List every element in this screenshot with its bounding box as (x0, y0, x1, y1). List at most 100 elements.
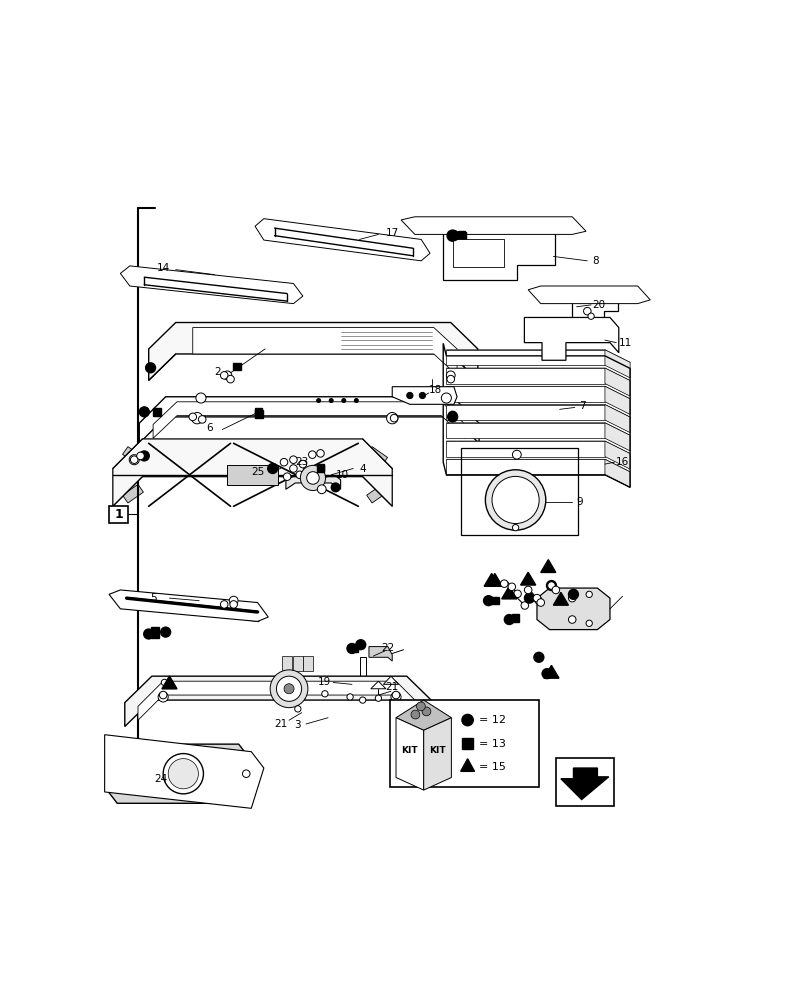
Polygon shape (125, 676, 433, 727)
Polygon shape (604, 368, 629, 396)
Polygon shape (536, 588, 609, 630)
Bar (293, 656, 303, 671)
Circle shape (545, 580, 556, 591)
Polygon shape (527, 286, 650, 304)
Circle shape (483, 595, 494, 606)
Bar (556, 758, 613, 806)
Circle shape (485, 470, 545, 530)
Text: 25: 25 (251, 467, 264, 477)
Polygon shape (371, 681, 385, 689)
Bar (278, 229, 292, 238)
Bar (272, 292, 287, 301)
Circle shape (139, 450, 150, 462)
Circle shape (345, 643, 357, 654)
Bar (254, 290, 268, 299)
Bar (122, 484, 144, 503)
Text: 5: 5 (149, 593, 157, 603)
Bar (233, 363, 240, 370)
Text: 17: 17 (385, 228, 398, 238)
Polygon shape (120, 266, 303, 304)
Text: = 13: = 13 (478, 739, 505, 749)
Bar (461, 448, 577, 535)
Polygon shape (368, 647, 392, 661)
Polygon shape (446, 350, 604, 365)
Text: = 15: = 15 (478, 762, 505, 772)
Polygon shape (604, 441, 629, 469)
Bar (395, 246, 408, 255)
Circle shape (586, 620, 592, 626)
Circle shape (533, 652, 544, 663)
Polygon shape (552, 592, 568, 605)
Circle shape (533, 594, 540, 602)
Text: 6: 6 (206, 423, 212, 433)
Bar (316, 464, 324, 471)
Circle shape (276, 676, 301, 701)
Text: 7: 7 (579, 401, 586, 411)
Circle shape (568, 594, 575, 602)
Text: 9: 9 (576, 497, 582, 507)
Circle shape (290, 465, 297, 472)
Circle shape (551, 586, 559, 594)
Bar (126, 599, 143, 610)
Polygon shape (487, 573, 502, 586)
Polygon shape (520, 572, 535, 585)
Circle shape (586, 591, 592, 598)
Bar (367, 484, 387, 503)
Circle shape (568, 616, 575, 623)
Bar (122, 447, 144, 465)
Bar (255, 408, 262, 415)
Circle shape (270, 670, 307, 708)
Text: 1: 1 (114, 508, 122, 521)
Polygon shape (446, 459, 629, 472)
Circle shape (354, 639, 366, 650)
Polygon shape (446, 459, 604, 475)
Bar (240, 771, 251, 787)
Bar (351, 239, 365, 249)
Circle shape (229, 596, 238, 605)
Text: KIT: KIT (401, 746, 418, 755)
Polygon shape (401, 217, 586, 234)
Polygon shape (106, 744, 249, 803)
Polygon shape (105, 735, 264, 808)
Circle shape (300, 465, 325, 491)
Bar (151, 630, 159, 638)
Bar (322, 235, 336, 244)
Circle shape (341, 398, 345, 403)
Circle shape (198, 416, 206, 423)
Circle shape (513, 590, 521, 598)
Bar (109, 506, 128, 523)
Polygon shape (446, 423, 604, 438)
Polygon shape (604, 405, 629, 433)
Text: 16: 16 (616, 457, 629, 467)
Polygon shape (446, 405, 629, 417)
Circle shape (446, 371, 455, 380)
Circle shape (161, 679, 167, 686)
Bar (351, 239, 363, 248)
Circle shape (508, 583, 515, 591)
Circle shape (160, 626, 171, 638)
Bar (257, 290, 273, 300)
Bar (236, 288, 251, 297)
Circle shape (461, 714, 473, 726)
Bar (214, 285, 231, 295)
Polygon shape (255, 219, 430, 261)
Polygon shape (148, 323, 477, 380)
Circle shape (144, 362, 156, 373)
Circle shape (139, 407, 149, 417)
Circle shape (307, 472, 319, 484)
Circle shape (321, 691, 328, 697)
Polygon shape (446, 441, 629, 454)
Polygon shape (285, 472, 341, 489)
Circle shape (354, 398, 358, 403)
Bar (293, 231, 307, 240)
Circle shape (298, 460, 307, 468)
Ellipse shape (541, 593, 556, 625)
Circle shape (129, 455, 139, 465)
Circle shape (521, 602, 528, 609)
Circle shape (583, 307, 590, 315)
Circle shape (195, 393, 206, 403)
Bar (245, 612, 260, 622)
Circle shape (512, 450, 521, 459)
Polygon shape (540, 560, 556, 572)
Text: 24: 24 (154, 774, 168, 784)
